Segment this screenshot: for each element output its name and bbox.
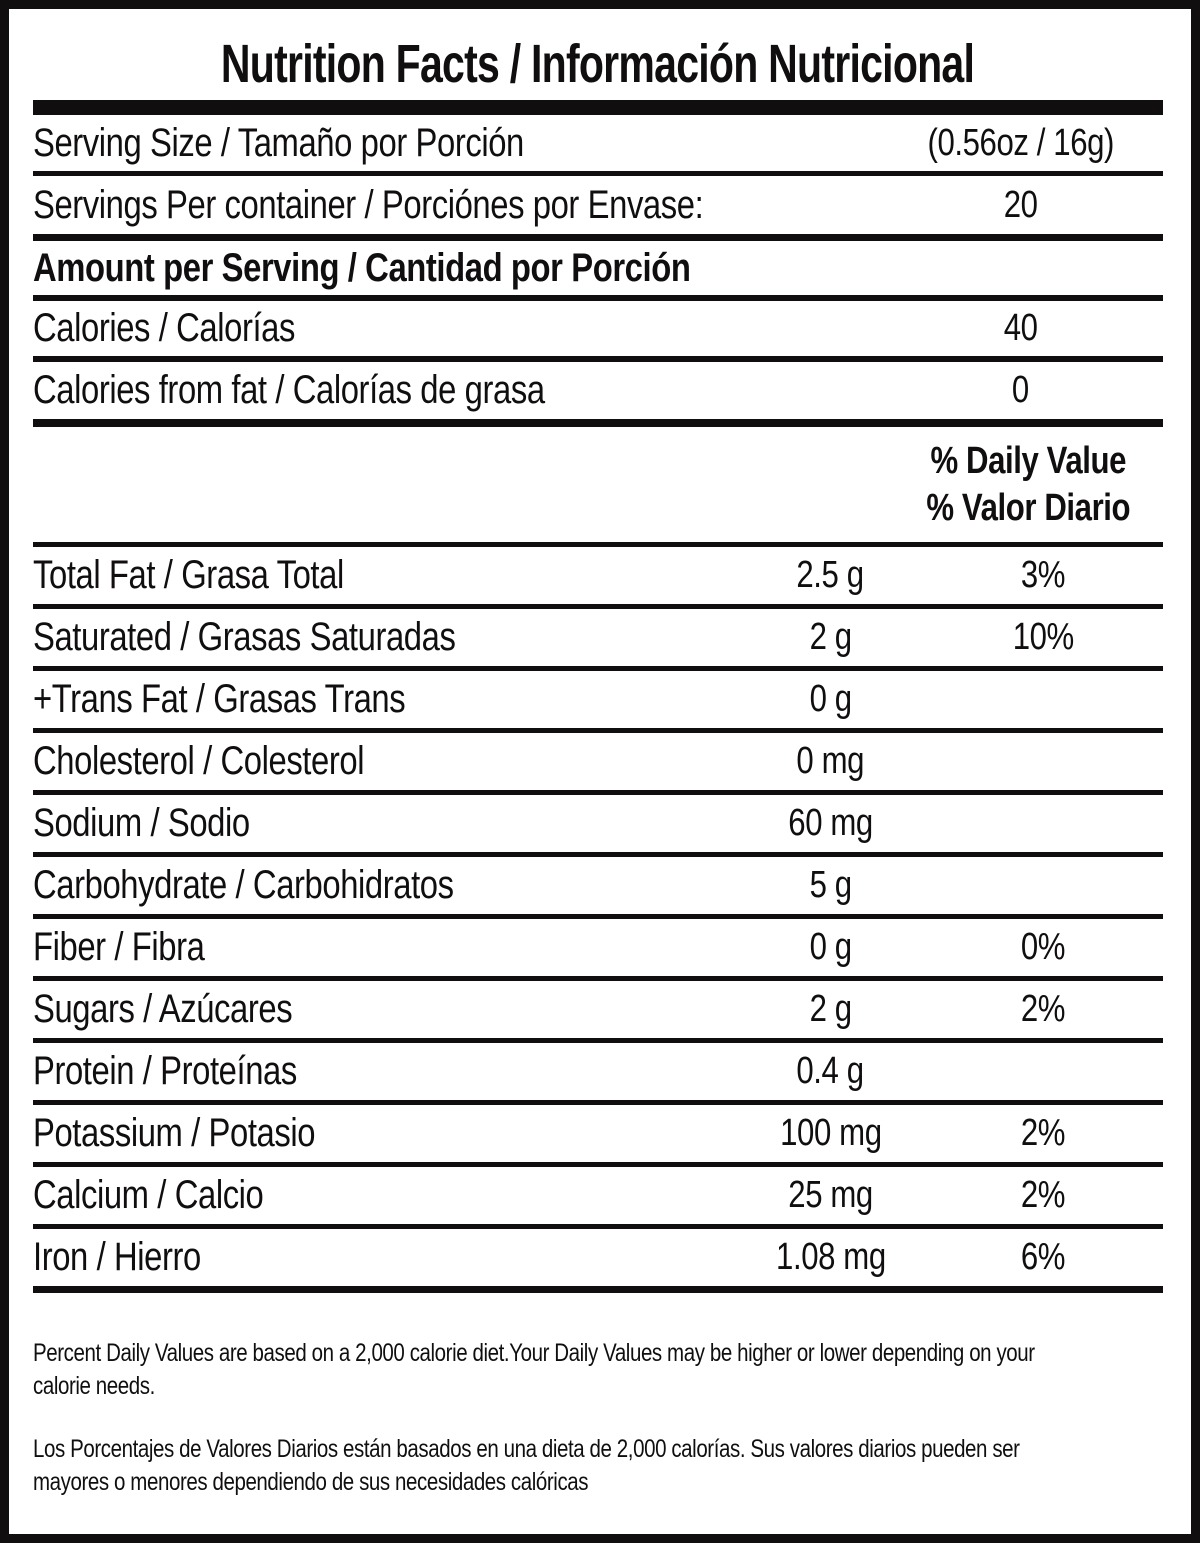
- nutrient-name: Carbohydrate / Carbohidratos: [33, 863, 454, 907]
- nutrient-name: Cholesterol / Colesterol: [33, 739, 365, 783]
- amount-per-serving-heading: Amount per Serving / Cantidad por Porció…: [33, 245, 691, 290]
- nutrient-dv: 2%: [1020, 988, 1066, 1030]
- divider: [33, 542, 1163, 547]
- nutrient-amount: 0.4 g: [796, 1050, 865, 1092]
- footnote-english: Percent Daily Values are based on a 2,00…: [33, 1337, 1163, 1403]
- nutrient-row-trans-fat: +Trans Fat / Grasas Trans 0 g: [33, 671, 1163, 728]
- nutrient-row-fiber: Fiber / Fibra 0 g 0%: [33, 919, 1163, 976]
- nutrient-name: Saturated / Grasas Saturadas: [33, 615, 456, 659]
- nutrient-row-calcium: Calcium / Calcio 25 mg 2%: [33, 1167, 1163, 1224]
- nutrient-amount: 60 mg: [788, 802, 873, 844]
- divider: [33, 666, 1163, 671]
- nutrient-row-potassium: Potassium / Potasio 100 mg 2%: [33, 1105, 1163, 1162]
- daily-value-header-en: % Daily Value: [930, 439, 1126, 482]
- nutrient-name: Potassium / Potasio: [33, 1111, 316, 1155]
- row-amount-per-serving: Amount per Serving / Cantidad por Porció…: [33, 241, 1163, 295]
- row-serving-size: Serving Size / Tamaño por Porción (0.56o…: [33, 115, 1163, 171]
- serving-size-value: (0.56oz / 16g): [927, 121, 1114, 164]
- nutrient-amount: 100 mg: [779, 1112, 882, 1154]
- nutrient-name: Calcium / Calcio: [33, 1173, 264, 1217]
- footnote-spanish-line2: mayores o menores dependiendo de sus nec…: [33, 1468, 589, 1496]
- nutrient-dv: 0%: [1020, 926, 1066, 968]
- footnote-spanish: Los Porcentajes de Valores Diarios están…: [33, 1433, 1163, 1499]
- nutrient-name: Sodium / Sodio: [33, 801, 250, 845]
- divider: [33, 1038, 1163, 1043]
- nutrient-amount: 5 g: [809, 864, 852, 906]
- footnote-english-line1: Percent Daily Values are based on a 2,00…: [33, 1339, 1035, 1367]
- divider: [33, 1100, 1163, 1105]
- nutrient-dv: 10%: [1012, 616, 1074, 658]
- divider: [33, 419, 1163, 427]
- calories-from-fat-label: Calories from fat / Calorías de grasa: [33, 368, 545, 412]
- divider: [33, 790, 1163, 795]
- calories-value: 40: [1003, 307, 1038, 349]
- nutrient-amount: 0 mg: [796, 740, 865, 782]
- nutrient-row-protein: Protein / Proteínas 0.4 g: [33, 1043, 1163, 1100]
- divider-bottom-thick: [33, 1286, 1163, 1293]
- calories-from-fat-value: 0: [1012, 369, 1029, 411]
- divider: [33, 852, 1163, 857]
- servings-per-container-value: 20: [1003, 183, 1038, 226]
- calories-label: Calories / Calorías: [33, 306, 296, 350]
- daily-value-header-es: % Valor Diario: [926, 486, 1130, 529]
- nutrient-row-carbohydrate: Carbohydrate / Carbohidratos 5 g: [33, 857, 1163, 914]
- divider: [33, 976, 1163, 981]
- nutrient-row-saturated-fat: Saturated / Grasas Saturadas 2 g 10%: [33, 609, 1163, 666]
- nutrient-amount: 2 g: [809, 616, 852, 658]
- nutrient-name: Protein / Proteínas: [33, 1049, 297, 1093]
- daily-value-header: % Daily Value % Valor Diario: [33, 427, 1163, 542]
- divider-title-bar: [33, 100, 1163, 115]
- nutrient-name: Fiber / Fibra: [33, 925, 205, 969]
- divider: [33, 728, 1163, 733]
- nutrient-name: Total Fat / Grasa Total: [33, 553, 344, 597]
- nutrient-name: +Trans Fat / Grasas Trans: [33, 677, 406, 721]
- nutrient-amount: 0 g: [809, 926, 852, 968]
- nutrient-row-iron: Iron / Hierro 1.08 mg 6%: [33, 1229, 1163, 1286]
- nutrient-row-total-fat: Total Fat / Grasa Total 2.5 g 3%: [33, 547, 1163, 604]
- nutrient-name: Iron / Hierro: [33, 1235, 201, 1279]
- nutrient-amount: 25 mg: [788, 1174, 873, 1216]
- label-title-wrap: Nutrition Facts / Información Nutriciona…: [33, 9, 1163, 100]
- row-servings-per-container: Servings Per container / Porciónes por E…: [33, 176, 1163, 234]
- footnote-english-line2: calorie needs.: [33, 1372, 155, 1400]
- nutrient-amount: 0 g: [809, 678, 852, 720]
- nutrient-amount: 2 g: [809, 988, 852, 1030]
- servings-per-container-label: Servings Per container / Porciónes por E…: [33, 182, 704, 227]
- nutrient-dv: 2%: [1020, 1174, 1066, 1216]
- row-calories: Calories / Calorías 40: [33, 301, 1163, 356]
- nutrient-amount: 1.08 mg: [775, 1236, 886, 1278]
- nutrient-amount: 2.5 g: [796, 554, 865, 596]
- footnote-spanish-line1: Los Porcentajes de Valores Diarios están…: [33, 1435, 1020, 1463]
- divider: [33, 171, 1163, 176]
- divider: [33, 234, 1163, 241]
- nutrient-dv: 6%: [1020, 1236, 1066, 1278]
- divider: [33, 604, 1163, 609]
- nutrient-row-sugars: Sugars / Azúcares 2 g 2%: [33, 981, 1163, 1038]
- nutrient-dv: 2%: [1020, 1112, 1066, 1154]
- divider: [33, 295, 1163, 301]
- divider: [33, 914, 1163, 919]
- divider: [33, 1224, 1163, 1229]
- serving-size-label: Serving Size / Tamaño por Porción: [33, 120, 524, 165]
- label-title: Nutrition Facts / Información Nutriciona…: [221, 34, 975, 94]
- divider: [33, 1162, 1163, 1167]
- nutrient-name: Sugars / Azúcares: [33, 987, 293, 1031]
- nutrient-dv: 3%: [1020, 554, 1066, 596]
- nutrient-row-sodium: Sodium / Sodio 60 mg: [33, 795, 1163, 852]
- divider: [33, 356, 1163, 362]
- row-calories-from-fat: Calories from fat / Calorías de grasa 0: [33, 362, 1163, 419]
- nutrient-row-cholesterol: Cholesterol / Colesterol 0 mg: [33, 733, 1163, 790]
